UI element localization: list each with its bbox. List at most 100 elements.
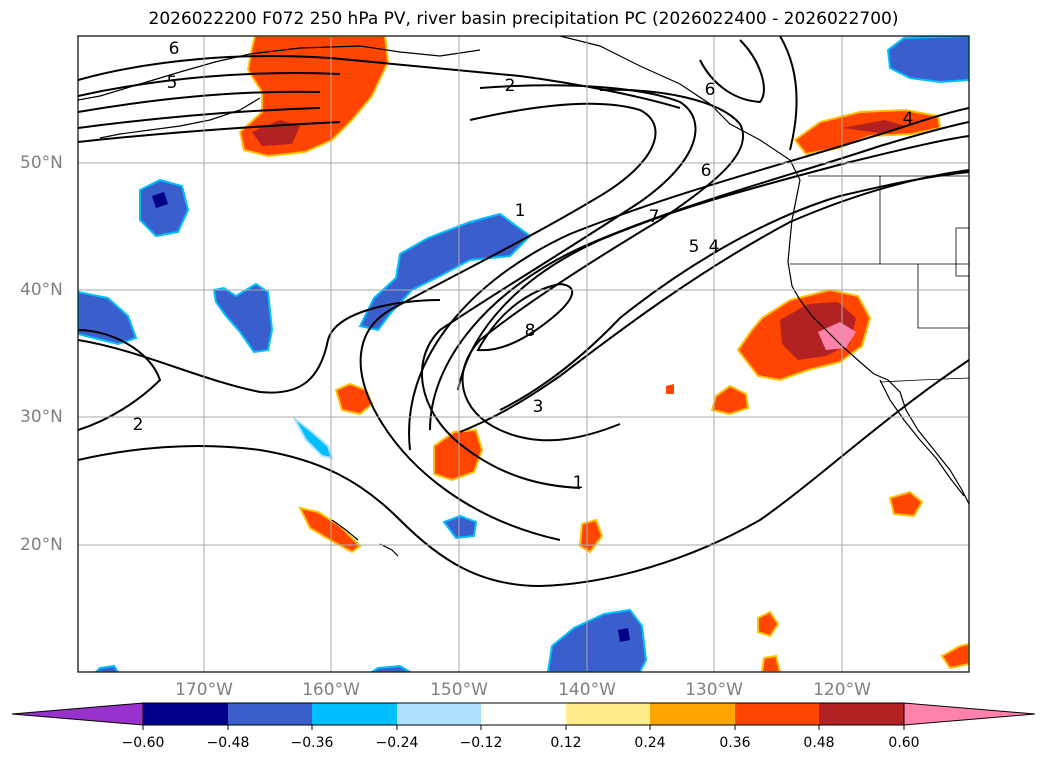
pv-contour	[429, 121, 969, 431]
lat-label-30n: 30°N	[20, 407, 63, 427]
precip-patch-small-2	[710, 384, 750, 416]
precip-patch-pacific-nw-core	[842, 120, 905, 133]
pv-contour	[78, 299, 441, 394]
contour-label: 6	[169, 39, 180, 59]
state-border-3	[917, 264, 969, 329]
precip-patch-alaska-core	[252, 120, 300, 146]
coastline-west-coast	[787, 179, 969, 505]
precip-patch-pacific-nw	[793, 108, 942, 156]
pv-contours	[78, 36, 969, 588]
pv-contour	[78, 107, 321, 129]
colorbar-swatch	[819, 703, 904, 725]
precip-patch-blue-9	[370, 664, 412, 672]
precip-patch-small-5	[578, 518, 604, 554]
pv-contour	[421, 84, 697, 489]
pv-contour	[78, 71, 341, 97]
precip-patch-blue-4	[212, 282, 274, 354]
colorbar-swatch	[312, 703, 397, 725]
precip-patch-california-peak	[818, 322, 856, 350]
colorbar-swatch	[143, 703, 228, 725]
map-frame	[77, 35, 970, 673]
precip-patch-small-8	[760, 654, 782, 672]
contour-labels: 6 5 2 6 4 6 1 7 5 4 8 3 2 1	[133, 39, 914, 493]
pv-contour	[779, 36, 798, 151]
colorbar-extend-min	[11, 702, 144, 726]
us-mexico-border	[879, 377, 969, 383]
colorbar-tick-label: −0.24	[375, 735, 419, 751]
colorbar-tick-label: 0.24	[634, 735, 666, 751]
coastline-alaska-peninsula	[78, 45, 481, 101]
pv-contour	[459, 169, 969, 433]
lat-label-20n: 20°N	[20, 535, 63, 555]
contour-label: 3	[533, 397, 544, 417]
precip-patch-small-9	[940, 642, 969, 670]
precip-patch-blue-6	[442, 514, 478, 540]
pv-contour	[461, 88, 745, 442]
colorbar-swatch	[228, 703, 312, 725]
colorbar-frame	[142, 702, 905, 726]
precip-patch-blue-7-core	[618, 628, 630, 642]
contour-label: 2	[505, 76, 516, 96]
precip-patch-blue-7	[546, 608, 648, 672]
lat-label-40n: 40°N	[20, 280, 63, 300]
contour-label: 8	[525, 321, 536, 341]
precip-patch-blue-10	[94, 664, 120, 672]
precip-patch-small-3	[433, 428, 484, 482]
contour-label: 7	[649, 207, 660, 227]
colorbar-tick-label: 0.36	[719, 735, 751, 751]
pv-contour	[499, 171, 969, 411]
precip-patch-blue-3	[78, 290, 138, 346]
precip-patch-blue-8	[886, 36, 969, 84]
colorbar-tick-label: 0.60	[888, 735, 920, 751]
colorbar-tick-label: −0.60	[121, 735, 165, 751]
pv-contour	[359, 102, 657, 541]
colorbar-tick-label: −0.48	[206, 735, 250, 751]
lon-label-140w: 140°W	[558, 680, 616, 700]
pv-contour	[78, 329, 162, 431]
lon-label-120w: 120°W	[813, 680, 871, 700]
contour-label: 4	[903, 109, 914, 129]
coastline-hawaii	[331, 519, 399, 557]
pv-contour	[699, 39, 765, 104]
contour-label: 6	[705, 80, 716, 100]
colorbar-swatch	[566, 703, 650, 725]
contour-label: 2	[133, 415, 144, 435]
contour-label: 5	[689, 237, 700, 257]
pv-contour	[78, 121, 341, 143]
colorbar-swatch	[481, 703, 566, 725]
precip-patch-blue-2	[358, 212, 532, 332]
colorbar-extend-max	[903, 702, 1036, 726]
contour-label: 4	[709, 237, 720, 257]
precip-patch-small-7	[757, 610, 780, 638]
lon-label-130w: 130°W	[685, 680, 743, 700]
precip-patch-blue-1-core	[152, 192, 168, 208]
contour-label: 1	[515, 201, 526, 221]
pv-contour	[476, 282, 574, 352]
lat-label-50n: 50°N	[20, 153, 63, 173]
precip-patch-small-10	[666, 384, 674, 394]
pv-contour	[78, 55, 681, 109]
colorbar-swatch	[735, 703, 819, 725]
contour-label: 6	[701, 161, 712, 181]
lon-label-150w: 150°W	[430, 680, 488, 700]
contour-label: 5	[167, 73, 178, 93]
precip-patch-blue-1	[139, 178, 190, 238]
lon-label-170w: 170°W	[175, 680, 233, 700]
map-content: 6 5 2 6 4 6 1 7 5 4 8 3 2 1	[78, 36, 969, 672]
map-title: 2026022200 F072 250 hPa PV, river basin …	[148, 9, 899, 29]
pv-contour	[78, 359, 969, 588]
colorbar-swatch	[397, 703, 481, 725]
pv-contour	[78, 90, 321, 113]
colorbar-tick-label: 0.12	[550, 735, 582, 751]
precip-patch-small-4	[298, 506, 362, 554]
state-border-4	[955, 227, 969, 277]
colorbar-swatch	[650, 703, 735, 725]
coastline-aleutians	[99, 97, 261, 139]
precip-patch-small-1	[334, 382, 374, 416]
colorbar-tick-marks	[142, 725, 905, 730]
graticule	[78, 36, 969, 672]
contour-label: 1	[573, 473, 584, 493]
precip-shading	[78, 36, 969, 672]
lon-label-160w: 160°W	[302, 680, 360, 700]
